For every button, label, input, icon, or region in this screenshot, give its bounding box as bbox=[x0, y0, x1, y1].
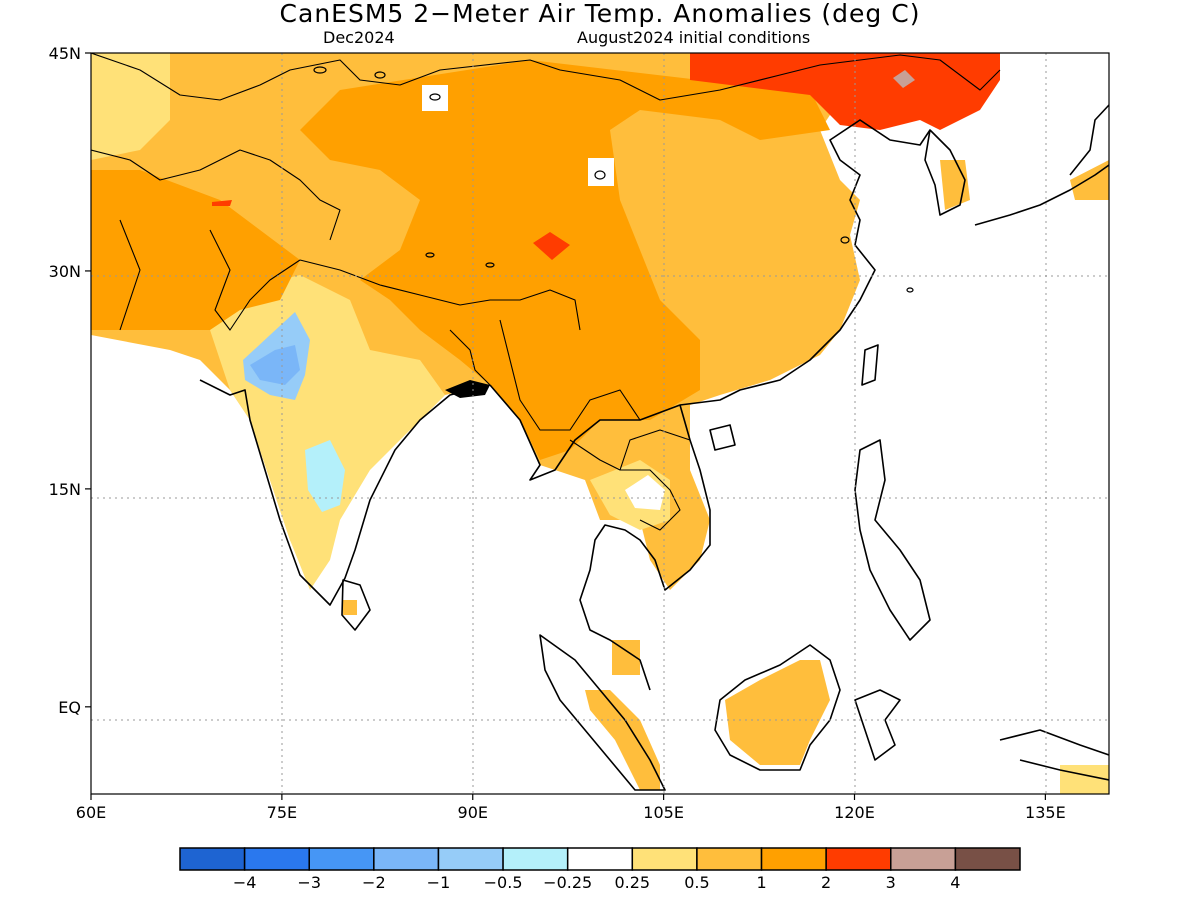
colorbar-swatch bbox=[502, 847, 569, 871]
anomaly-fill-white-tibet-a bbox=[422, 85, 448, 111]
anomaly-fill-sumatra bbox=[585, 690, 660, 790]
map-grid bbox=[91, 53, 1109, 794]
border-himalaya bbox=[299, 259, 581, 331]
colorbar-label: 0.25 bbox=[614, 873, 650, 892]
coastlines bbox=[199, 104, 1109, 791]
map-plot-area bbox=[91, 53, 1109, 794]
colorbar-swatch bbox=[825, 847, 892, 871]
anomaly-fill-white-tibet-b bbox=[588, 158, 614, 186]
colorbar-swatch bbox=[243, 847, 310, 871]
anomaly-fill-srilanka bbox=[343, 600, 357, 615]
longitude-ticks: 60E 75E 90E 105E 120E 135E bbox=[76, 794, 1066, 822]
coastline-japan bbox=[974, 104, 1109, 226]
colorbar-swatch bbox=[760, 847, 827, 871]
colorbar-swatch bbox=[437, 847, 504, 871]
river-delta-ganges bbox=[445, 380, 490, 398]
coastline-philippines bbox=[854, 439, 931, 641]
border-thai-lao-cambodia bbox=[569, 429, 691, 531]
lat-tick-label: EQ bbox=[58, 698, 81, 717]
colorbar-label: 0.5 bbox=[684, 873, 709, 892]
colorbar-swatch bbox=[566, 847, 634, 871]
anomaly-fill-blue-north-india bbox=[250, 345, 300, 385]
colorbar-swatch bbox=[954, 847, 1021, 871]
anomaly-fill-yellow-west bbox=[91, 53, 170, 160]
lat-tick-label: 30N bbox=[49, 262, 81, 281]
colorbar-label: 1 bbox=[756, 873, 766, 892]
coastline-sumatra bbox=[539, 634, 666, 791]
anomaly-fill-new-guinea bbox=[1060, 765, 1109, 794]
political-borders bbox=[91, 53, 1001, 531]
init-conditions-label: August2024 initial conditions bbox=[577, 28, 811, 47]
coastline-korea bbox=[924, 129, 966, 216]
colorbar-swatch bbox=[696, 847, 763, 871]
latitude-ticks: 45N 30N 15N EQ bbox=[49, 44, 91, 717]
anomaly-fill-red-afghan bbox=[212, 200, 232, 206]
lon-tick-label: 105E bbox=[643, 803, 684, 822]
valid-month-label: Dec2024 bbox=[323, 28, 395, 47]
anomaly-fill-rose bbox=[893, 70, 915, 88]
colorbar: −4 −3 −2 −1 −0.5 −0.25 0.25 0.5 1 2 3 4 bbox=[179, 847, 1021, 892]
coastline-new-guinea bbox=[999, 729, 1109, 781]
colorbar-swatch bbox=[890, 847, 957, 871]
colorbar-swatch bbox=[631, 847, 698, 871]
colorbar-swatch bbox=[179, 847, 246, 871]
chart-title: CanESM5 2−Meter Air Temp. Anomalies (deg… bbox=[279, 0, 921, 28]
border-iran-afghan-pak bbox=[91, 149, 341, 331]
anomaly-fill-cyan-central-india bbox=[305, 440, 345, 512]
colorbar-label: −2 bbox=[362, 873, 386, 892]
anomaly-fill-borneo bbox=[725, 660, 830, 765]
coastline-srilanka bbox=[341, 579, 371, 631]
border-central-asia bbox=[91, 53, 1001, 101]
colorbar-label: −3 bbox=[297, 873, 321, 892]
coastline-india bbox=[199, 379, 491, 606]
coastline-sulawesi bbox=[854, 689, 901, 761]
lat-tick-label: 15N bbox=[49, 480, 81, 499]
colorbar-label: −1 bbox=[427, 873, 451, 892]
lat-tick-label: 45N bbox=[49, 44, 81, 63]
lon-tick-label: 90E bbox=[458, 803, 488, 822]
colorbar-label: −0.5 bbox=[484, 873, 523, 892]
lon-tick-label: 135E bbox=[1025, 803, 1066, 822]
colorbar-label: 4 bbox=[950, 873, 960, 892]
colorbar-label: −0.25 bbox=[543, 873, 592, 892]
lon-tick-label: 120E bbox=[834, 803, 875, 822]
colorbar-swatch bbox=[373, 847, 440, 871]
coastline-indochina-south bbox=[579, 404, 711, 691]
colorbar-label: −4 bbox=[233, 873, 257, 892]
map-frame bbox=[90, 52, 1110, 795]
anomaly-fill-orange-west bbox=[91, 170, 300, 330]
coastline-hainan bbox=[709, 424, 736, 451]
anomaly-fill-red-mongolia bbox=[690, 53, 1000, 130]
colorbar-label: 3 bbox=[886, 873, 896, 892]
anomaly-fill-orange-tibet bbox=[300, 60, 830, 460]
anomaly-fill-red-tibet bbox=[533, 232, 570, 260]
coastline-taiwan bbox=[861, 344, 879, 386]
small-lakes-islands bbox=[313, 66, 914, 293]
coastline-burma-indochina bbox=[489, 119, 931, 481]
lon-tick-label: 60E bbox=[76, 803, 106, 822]
colorbar-swatch bbox=[308, 847, 375, 871]
anomaly-fill-malaya bbox=[612, 640, 640, 675]
anomaly-fill-white-indochina bbox=[625, 475, 665, 510]
colorbar-label: 2 bbox=[821, 873, 831, 892]
lon-tick-label: 75E bbox=[267, 803, 297, 822]
